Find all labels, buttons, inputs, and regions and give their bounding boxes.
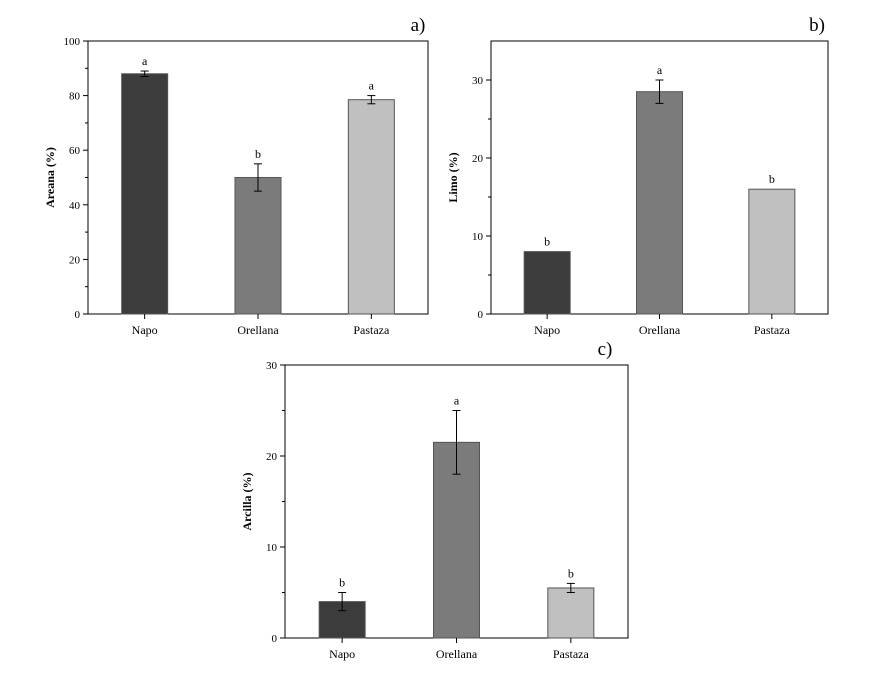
chart-arena: 0 20 40 60 80 100 Areana (%) a) a Napo b Orellana a P…: [43, 15, 429, 337]
bar-orellana: [234, 177, 282, 315]
chart-limo: 0 10 20 30 Limo (%) b) b Napo a Orellana b Pastaza: [446, 15, 829, 337]
x-tick-label: Pastaza: [754, 323, 791, 337]
panel-label: a): [411, 15, 426, 36]
bar-napo: [523, 251, 571, 315]
bar-pastaza: [347, 99, 395, 315]
x-tick-label: Pastaza: [553, 647, 590, 661]
y-tick-label: 10: [472, 231, 484, 243]
significance-letter: b: [568, 566, 574, 580]
significance-letter: b: [255, 147, 261, 161]
panel-label: b): [809, 15, 825, 36]
x-tick-label: Orellana: [436, 647, 478, 661]
chart-arcilla: 0 10 20 30 Arcilla (%) c) b Napo a Orellana b Pasta…: [240, 339, 629, 661]
significance-letter: a: [142, 54, 148, 68]
x-tick-label: Napo: [534, 323, 560, 337]
significance-letter: b: [544, 235, 550, 249]
y-tick-label: 60: [69, 145, 81, 157]
x-tick-label: Orellana: [237, 323, 279, 337]
y-tick-label: 20: [472, 153, 484, 165]
y-tick-label: 80: [69, 91, 81, 103]
significance-letter: a: [369, 79, 375, 93]
y-axis-label: Limo (%): [446, 152, 460, 202]
y-tick-label: 40: [69, 200, 81, 212]
y-tick-label: 20: [69, 254, 81, 266]
y-tick-label: 30: [266, 360, 278, 372]
significance-letter: b: [339, 576, 345, 590]
bar-orellana: [636, 91, 683, 315]
y-axis-label: Areana (%): [43, 147, 57, 208]
bar-orellana: [433, 441, 480, 639]
y-tick-label: 0: [75, 309, 81, 321]
significance-letter: a: [454, 394, 460, 408]
significance-letter: b: [769, 172, 775, 186]
y-tick-label: 0: [272, 633, 278, 645]
x-tick-label: Pastaza: [353, 323, 390, 337]
y-tick-label: 100: [64, 36, 81, 48]
bar-napo: [121, 73, 169, 315]
x-tick-label: Napo: [329, 647, 355, 661]
significance-letter: a: [657, 63, 663, 77]
y-tick-label: 0: [478, 309, 484, 321]
y-tick-label: 30: [472, 75, 484, 87]
bar-pastaza: [748, 188, 796, 315]
x-tick-label: Orellana: [639, 323, 681, 337]
panel-label: c): [598, 339, 613, 360]
y-axis-label: Arcilla (%): [240, 472, 254, 530]
x-tick-label: Napo: [132, 323, 158, 337]
y-tick-label: 20: [266, 451, 278, 463]
bar-pastaza: [547, 587, 595, 639]
y-tick-label: 10: [266, 542, 278, 554]
